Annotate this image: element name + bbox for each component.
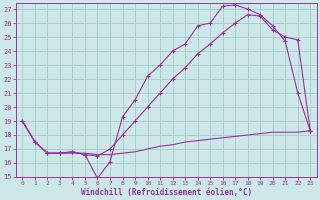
X-axis label: Windchill (Refroidissement éolien,°C): Windchill (Refroidissement éolien,°C) xyxy=(81,188,252,197)
